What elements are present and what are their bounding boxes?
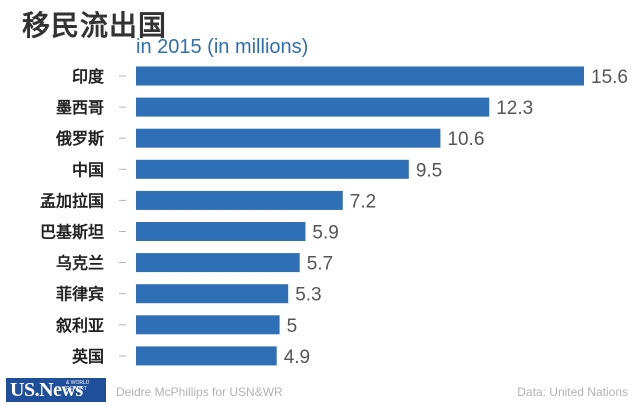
logo-text: US.News (10, 379, 83, 401)
value-label: 7.2 (350, 191, 376, 212)
category-label: 巴基斯坦 (40, 223, 104, 242)
bar (136, 128, 441, 148)
bar (136, 284, 289, 304)
value-label: 5.9 (312, 223, 338, 244)
bar (136, 159, 409, 179)
bar (136, 315, 280, 335)
value-label: 10.6 (447, 129, 484, 150)
category-label: 印度 (72, 67, 105, 86)
bar (136, 222, 306, 241)
bar (136, 346, 277, 366)
footer-credit: Deidre McPhillips for USN&WR (116, 385, 283, 399)
footer-source: Data: United Nations (517, 385, 628, 399)
chart-title: 移民流出国 (22, 9, 168, 42)
value-label: 4.9 (284, 347, 310, 368)
bar (136, 66, 584, 86)
logo-subtext: & WORLD REPORT (66, 380, 90, 392)
category-label: 叙利亚 (56, 316, 104, 335)
bar (136, 253, 300, 273)
value-label: 12.3 (496, 98, 533, 119)
value-label: 15.6 (591, 67, 628, 88)
category-label: 墨西哥 (56, 98, 104, 117)
category-label: 英国 (71, 347, 104, 366)
usnews-logo: US.News & WORLD REPORT (6, 378, 106, 402)
category-label: 乌克兰 (56, 254, 104, 273)
value-label: 5 (287, 316, 298, 337)
category-label: 菲律宾 (56, 285, 104, 304)
category-label: 孟加拉国 (40, 191, 104, 210)
value-label: 5.7 (307, 254, 333, 275)
category-label: 俄罗斯 (55, 129, 104, 148)
value-label: 5.3 (295, 285, 321, 306)
bar (136, 190, 343, 210)
category-label: 中国 (72, 160, 104, 179)
value-label: 9.5 (416, 160, 442, 181)
chart-subtitle: in 2015 (in millions) (136, 36, 309, 58)
bar (136, 97, 490, 117)
